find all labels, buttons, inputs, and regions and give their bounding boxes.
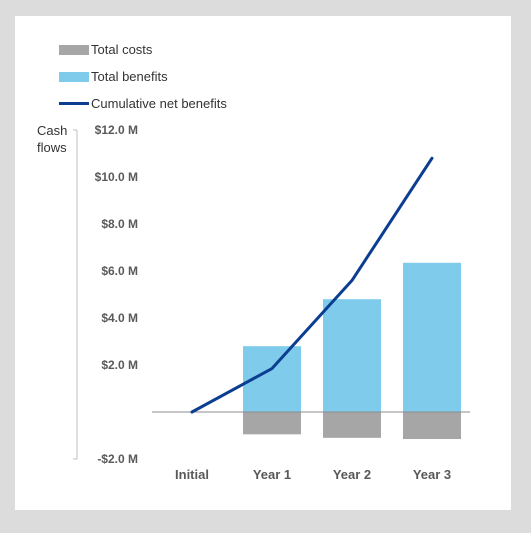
- y-axis-title: Cash flows: [37, 123, 68, 155]
- legend-label-total-benefits: Total benefits: [91, 69, 168, 84]
- legend-item-cumulative-net-benefits: Cumulative net benefits: [59, 90, 227, 117]
- legend-swatch-total-benefits: [59, 71, 89, 82]
- y-tick-label: $10.0 M: [95, 170, 138, 184]
- y-tick-label: $2.0 M: [101, 358, 138, 372]
- cumulative-net-benefits-line: [190, 156, 434, 414]
- legend-item-total-benefits: Total benefits: [59, 63, 227, 90]
- legend-swatch-total-costs: [59, 44, 89, 55]
- plot-area: $12.0 M $10.0 M $8.0 M $6.0 M $4.0 M $2.0 M -$…: [73, 123, 470, 482]
- legend-item-total-costs: Total costs: [59, 36, 227, 63]
- benefit-bar: [323, 299, 381, 412]
- legend-label-cumulative-net-benefits: Cumulative net benefits: [91, 96, 227, 111]
- y-tick-label: $8.0 M: [101, 217, 138, 231]
- legend-swatch-cumulative-net-benefits: [59, 102, 89, 105]
- x-tick-label: Initial: [175, 467, 209, 482]
- legend-label-total-costs: Total costs: [91, 42, 153, 57]
- x-tick-label: Year 3: [413, 467, 451, 482]
- chart-card: Total costs Total benefits Cumulative ne…: [15, 16, 511, 510]
- x-tick-label: Year 2: [333, 467, 371, 482]
- cost-bar: [323, 412, 381, 438]
- legend: Total costs Total benefits Cumulative ne…: [59, 36, 227, 117]
- x-tick-label: Year 1: [253, 467, 291, 482]
- y-tick-label: $12.0 M: [95, 123, 138, 137]
- cost-bar: [243, 412, 301, 435]
- y-tick-label: $6.0 M: [101, 264, 138, 278]
- cost-bar: [403, 412, 461, 440]
- y-tick-label: $4.0 M: [101, 311, 138, 325]
- y-tick-label: -$2.0 M: [97, 452, 138, 466]
- benefit-bar: [403, 262, 461, 412]
